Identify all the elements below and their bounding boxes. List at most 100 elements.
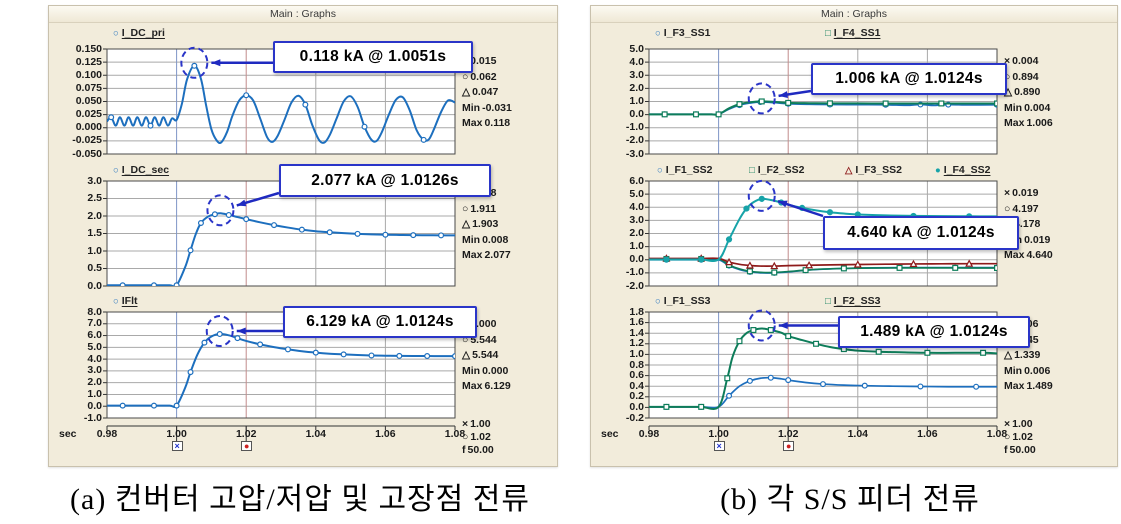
y-tick-label: 0.0: [629, 108, 644, 121]
readout-value: 0.004: [1024, 101, 1051, 114]
y-tick-label: 3.0: [629, 213, 644, 226]
legend-IFlt[interactable]: ○ IFlt: [113, 295, 138, 307]
legend-I_F4_SS2[interactable]: ● I_F4_SS2: [935, 164, 990, 176]
annotation-box: 0.118 kA @ 1.0051s: [273, 41, 473, 73]
circle-marker-icon: ○: [113, 28, 119, 39]
legend-label: I_F4_SS1: [833, 27, 881, 39]
readout-symbol: Max: [1004, 380, 1025, 392]
axis-readout-value: 1.02: [470, 431, 491, 443]
readout-symbol: ○: [462, 70, 469, 83]
axis-readout-value: 1.00: [1012, 418, 1033, 430]
legend-I_F3_SS2[interactable]: △ I_F3_SS2: [845, 164, 902, 176]
cursor-flag-icon: ×: [174, 441, 180, 451]
annotation-label: 2.077 kA @ 1.0126s: [311, 171, 459, 189]
readout-value: 1.006: [1026, 117, 1053, 129]
y-tick-label: 6.0: [629, 174, 644, 187]
y-tick-label: 3.0: [87, 364, 102, 377]
cursor-readout: △ 1.339: [1004, 349, 1040, 361]
y-tick-label: 0.0: [87, 399, 102, 412]
readout-value: 5.544: [472, 349, 499, 361]
legend-I_F1_SS3[interactable]: ○ I_F1_SS3: [655, 295, 710, 307]
y-tick-label: -1.0: [83, 411, 102, 424]
graphs-panel-b: Main : Graphs 5.0 4.0 3.0 2.0 1.0 0.0 -1.0 -2.0…: [590, 5, 1118, 467]
y-tick-label: 0.075: [75, 81, 102, 94]
legend-I_F2_SS3[interactable]: □ I_F2_SS3: [825, 295, 880, 307]
x-axis-unit-label: sec: [59, 428, 77, 440]
circle-marker-icon: ○: [655, 296, 661, 307]
legend-I_F3_SS1[interactable]: ○ I_F3_SS1: [655, 27, 710, 39]
y-tick-label: 1.8: [629, 305, 644, 318]
cursor-flag-x[interactable]: ×: [171, 441, 183, 451]
cursor-readout: Min 0.000: [462, 365, 508, 377]
readout-value: 2.077: [484, 249, 511, 261]
axis-cursor-readout: × 1.00: [1004, 418, 1033, 430]
cursor-flag-icon: ×: [716, 441, 722, 451]
square-marker-icon: □: [749, 165, 755, 176]
cursor-readout: × 0.019: [1004, 187, 1038, 199]
cursor-readout: Max 6.129: [462, 380, 511, 392]
readout-symbol: Min: [462, 233, 481, 246]
panel-a-titlebar[interactable]: Main : Graphs: [49, 6, 557, 23]
x-tick-label: 1.00: [708, 428, 729, 440]
axis-readout-value: 50.00: [467, 444, 494, 456]
axis-cursor-readout: f 50.00: [462, 444, 494, 456]
readout-symbol: Max: [462, 117, 483, 129]
x-tick-label: 1.06: [917, 428, 938, 440]
y-tick-label: 3.0: [629, 68, 644, 81]
readout-value: 0.000: [482, 364, 509, 377]
cursor-flag-o[interactable]: ●: [241, 441, 253, 451]
y-tick-label: 1.0: [629, 95, 644, 107]
legend-I_F2_SS2[interactable]: □ I_F2_SS2: [749, 164, 804, 176]
legend-label: I_F2_SS3: [833, 295, 881, 307]
legend-I_DC_sec[interactable]: ○ I_DC_sec: [113, 164, 169, 176]
cursor-flag-o[interactable]: ●: [783, 441, 795, 451]
y-tick-label: -0.025: [72, 134, 102, 147]
cursor-readout: Max 1.489: [1004, 380, 1053, 392]
readout-symbol: ×: [1004, 187, 1011, 199]
y-tick-label: 0.5: [87, 262, 102, 274]
y-tick-label: 8.0: [87, 305, 102, 318]
cursor-flag-x[interactable]: ×: [713, 441, 725, 451]
readout-value: 0.890: [1014, 86, 1041, 98]
axis-readout-value: 50.00: [1009, 444, 1036, 456]
y-tick-label: 1.0: [87, 387, 102, 400]
x-tick-label: 0.98: [638, 428, 660, 440]
annotation-label: 0.118 kA @ 1.0051s: [299, 48, 447, 65]
readout-value: 0.894: [1012, 70, 1039, 83]
y-tick-label: 0.2: [629, 390, 644, 403]
dot-marker-icon: ●: [935, 165, 941, 176]
y-tick-label: 1.0: [629, 347, 644, 360]
readout-value: 1.911: [470, 202, 497, 215]
annotation-box: 6.129 kA @ 1.0124s: [283, 306, 477, 338]
cursor-readout: Max 1.006: [1004, 117, 1053, 129]
y-tick-label: 4.0: [629, 55, 644, 68]
y-tick-label: 0.6: [629, 369, 644, 382]
x-tick-label: 1.08: [986, 428, 1008, 440]
y-tick-label: 2.0: [629, 81, 644, 94]
cursor-readout: ○ 0.894: [1004, 71, 1039, 83]
y-tick-label: 0.0: [629, 400, 644, 413]
readout-value: 1.489: [1026, 380, 1053, 392]
cursor-readout: △ 1.903: [462, 218, 498, 230]
panel-b-titlebar[interactable]: Main : Graphs: [591, 6, 1117, 23]
x-tick-label: 0.98: [96, 428, 118, 440]
legend-I_F4_SS1[interactable]: □ I_F4_SS1: [825, 27, 880, 39]
x-tick-label: 1.00: [166, 428, 187, 440]
axis-readout-symbol: ×: [1004, 418, 1011, 430]
y-tick-label: 2.0: [87, 376, 102, 389]
readout-value: 0.019: [1024, 233, 1051, 246]
cursor-readout: △ 0.047: [462, 86, 498, 98]
y-tick-label: 2.0: [629, 227, 644, 239]
annotation-box: 1.006 kA @ 1.0124s: [811, 63, 1007, 95]
legend-I_DC_pri[interactable]: ○ I_DC_pri: [113, 27, 165, 39]
y-tick-label: -2.0: [625, 134, 644, 147]
annotation-box: 2.077 kA @ 1.0126s: [279, 164, 491, 197]
legend-label: I_DC_pri: [121, 27, 165, 39]
readout-value: 0.004: [1012, 55, 1039, 67]
series-IFlt: [107, 331, 455, 409]
y-tick-label: 3.0: [87, 174, 102, 187]
axis-readout-value: 1.02: [1012, 431, 1033, 443]
legend-I_F1_SS2[interactable]: ○ I_F1_SS2: [657, 164, 712, 176]
readout-value: 0.062: [470, 70, 497, 83]
y-tick-label: 0.050: [75, 95, 102, 107]
